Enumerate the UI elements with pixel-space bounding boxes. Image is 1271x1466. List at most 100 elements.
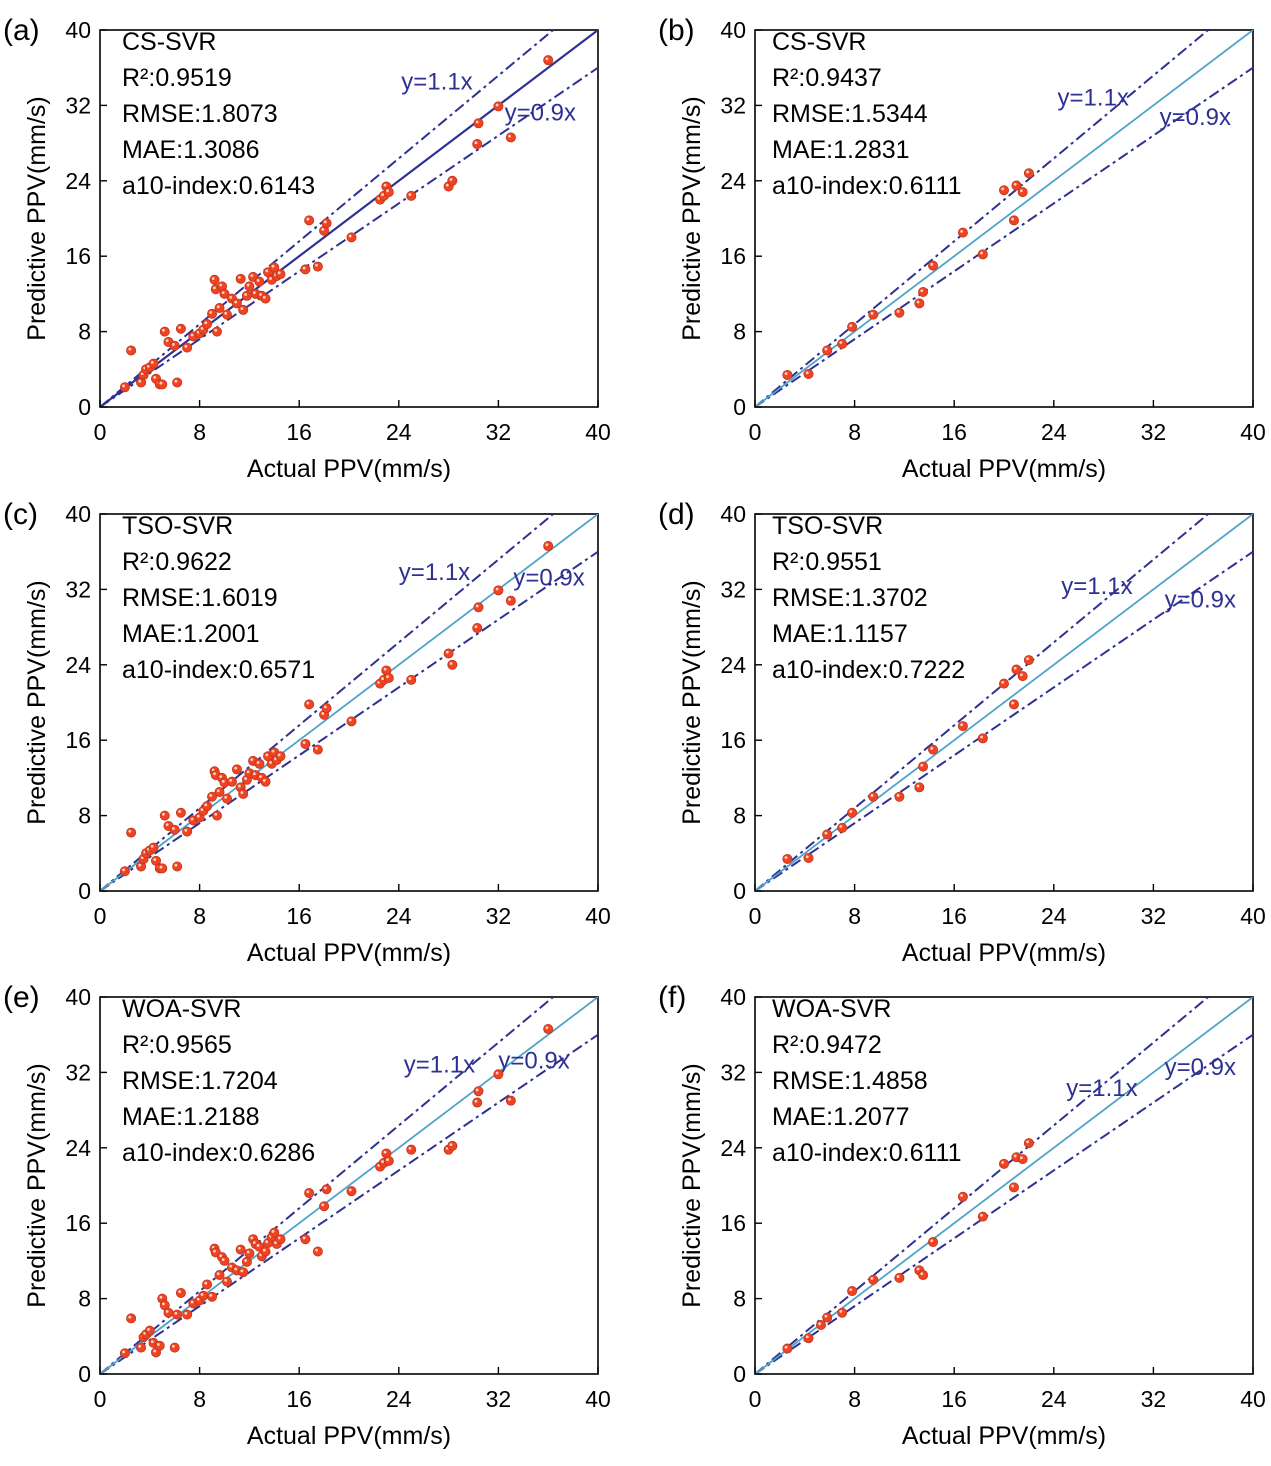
data-point-highlight [237,276,241,279]
data-point-highlight [234,300,238,304]
y-tick-label: 24 [720,652,746,678]
data-point-highlight [315,746,318,750]
data-point-highlight [348,718,352,722]
data-point [207,308,218,319]
x-axis-title: Actual PPV(mm/s) [247,939,451,967]
data-point [1023,655,1034,666]
data-point-highlight [302,1236,306,1240]
data-point-highlight [348,1188,352,1192]
x-axis-title: Actual PPV(mm/s) [247,455,451,483]
data-point-highlight [386,189,389,193]
lower-line-label: y=0.9x [498,1048,569,1075]
data-point [493,1069,504,1080]
data-point-highlight [916,300,920,304]
y-tick-label: 40 [720,501,746,527]
x-tick-label: 8 [848,903,861,929]
x-tick-label: 0 [94,1386,107,1412]
y-tick-label: 40 [65,984,91,1010]
data-point [148,358,159,369]
data-point [803,369,814,380]
data-point [473,1086,484,1097]
data-point [209,274,220,285]
data-point-highlight [259,293,262,296]
data-point [219,288,230,299]
data-point-highlight [172,827,175,830]
x-tick-label: 24 [1041,903,1067,929]
data-point [300,738,311,749]
data-point [1008,699,1019,710]
data-point-highlight [475,604,479,608]
data-point-highlight [162,1302,165,1306]
data-points [119,55,554,393]
data-point-highlight [980,1213,983,1217]
data-point [175,1287,186,1298]
data-point-highlight [219,1254,223,1258]
x-tick-label: 0 [94,903,107,929]
data-point-highlight [219,775,223,778]
data-point [473,602,484,613]
data-point-highlight [1026,1140,1029,1144]
data-point [957,1191,968,1202]
data-point-highlight [960,1194,964,1197]
data-point [214,787,225,798]
data-point [406,674,417,685]
data-point [202,801,213,812]
upper-bound-line [755,997,1209,1374]
data-point [957,227,968,238]
data-point-highlight [269,761,272,764]
stat-line: a10-index:0.7222 [772,656,965,684]
y-tick-label: 24 [65,652,91,678]
y-tick-label: 40 [65,501,91,527]
data-point [505,595,516,606]
data-point-highlight [1001,187,1005,191]
data-point-highlight [244,777,248,780]
data-point [493,101,504,112]
data-point [472,1097,483,1108]
data-point-highlight [153,376,157,379]
data-point-highlight [209,794,213,797]
data-point [221,793,232,804]
data-point-highlight [474,141,478,145]
data-point-highlight [508,598,511,601]
stat-line: RMSE:1.3702 [772,584,928,612]
data-point-highlight [184,344,188,348]
lower-line-label: y=0.9x [1165,1054,1236,1081]
data-point-highlight [277,1236,281,1240]
data-point [207,791,218,802]
data-point-highlight [246,283,250,287]
y-tick-label: 8 [78,1286,91,1312]
data-point-highlight [224,1278,228,1282]
data-point-highlight [211,277,215,280]
data-point-highlight [262,295,266,299]
upper-line-label: y=1.1x [1058,84,1129,111]
model-name: WOA-SVR [122,995,241,1023]
data-point [126,827,137,838]
data-point-highlight [306,1190,310,1194]
data-point [447,1140,458,1151]
data-point-highlight [240,307,244,311]
data-point [254,276,265,287]
stat-line: a10-index:0.6286 [122,1139,315,1167]
data-point [868,309,879,320]
panel-label: (a) [3,14,40,47]
stat-line: MAE:1.1157 [772,620,908,648]
data-point [157,379,168,390]
plot-frame [99,996,599,1375]
data-point [1017,187,1028,198]
panel-label: (f) [658,981,686,1014]
data-point-highlight [306,217,310,221]
data-point [803,1333,814,1344]
plot-frame [99,513,599,892]
data-point-highlight [200,808,204,811]
data-point-highlight [138,1344,142,1348]
data-point [1008,1182,1019,1193]
stat-line: RMSE:1.8073 [122,100,278,128]
x-tick-label: 16 [941,903,967,929]
data-point [169,824,180,835]
panel-c: 0 8 16 24 32 40 0 8 16 24 32 40 Actual PPV(mm/s) Pred… [3,498,611,967]
data-point-highlight [408,193,412,196]
data-point-highlight [221,779,225,783]
data-point-highlight [784,1345,788,1349]
data-point [212,326,223,337]
data-point-highlight [216,789,220,793]
